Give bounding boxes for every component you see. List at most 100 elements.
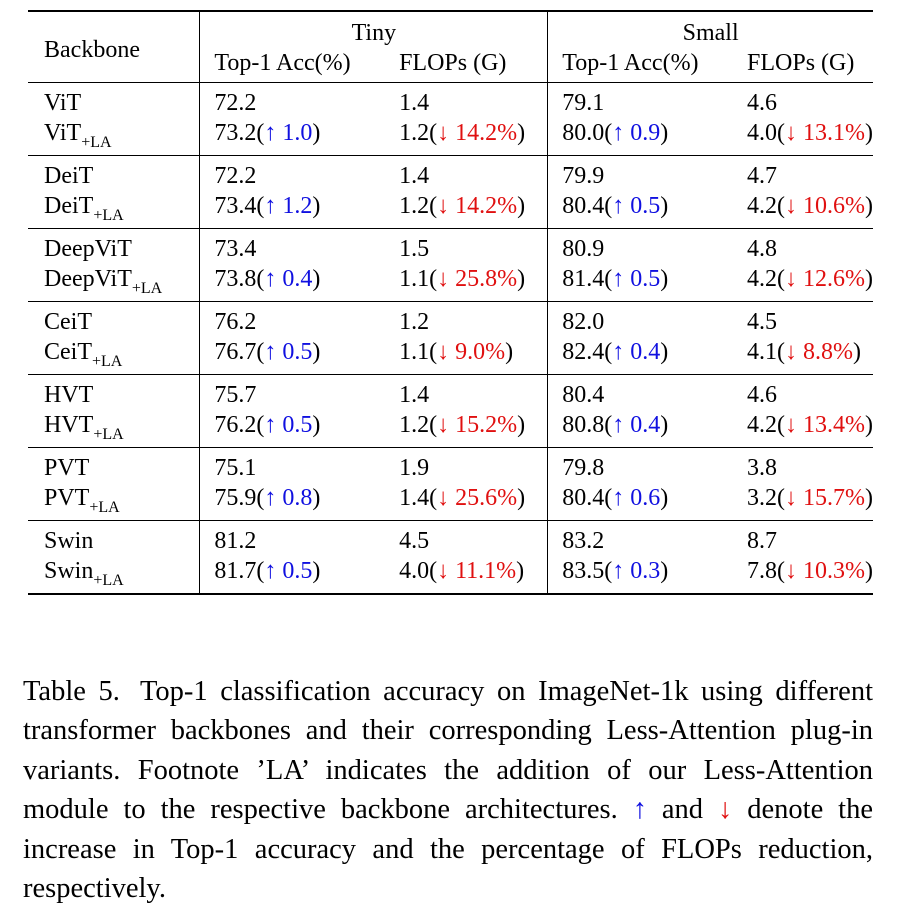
paren-close: ): [517, 120, 526, 146]
paren-close: ): [312, 485, 321, 511]
paren-close: ): [660, 266, 669, 292]
paren-close: ): [312, 120, 321, 146]
table-row-la: CeiT+LA 76.7(↑ 0.5) 1.1(↓ 9.0%) 82.4(↑ 0.4)…: [28, 337, 873, 375]
la-value: 1.2: [399, 412, 430, 438]
cell-tiny-flops: 1.2: [385, 301, 548, 337]
paren-close: ): [865, 266, 873, 292]
backbone-name: DeiT: [28, 155, 200, 191]
cell-la-small-top1: 80.8(↑ 0.4): [547, 410, 733, 448]
table-row-base: DeepViT 73.4 1.5 80.9 4.8: [28, 228, 873, 264]
increase-delta: ↑ 0.4: [612, 339, 661, 365]
la-value: 1.4: [399, 485, 430, 511]
paren-close: ): [660, 485, 669, 511]
reduction-delta: ↓ 13.1%: [785, 120, 865, 146]
reduction-delta: ↓ 11.1%: [437, 558, 517, 584]
backbone-name: Swin: [28, 520, 200, 556]
la-value: 4.2: [747, 412, 777, 438]
la-value: 83.5: [562, 558, 605, 584]
paren-open: (: [604, 193, 613, 219]
la-value: 4.0: [747, 120, 777, 146]
paren-close: ): [865, 193, 873, 219]
la-value: 4.0: [399, 558, 430, 584]
increase-delta: ↑ 0.3: [612, 558, 661, 584]
increase-delta: ↑ 0.9: [612, 120, 661, 146]
paren-open: (: [256, 193, 265, 219]
paren-open: (: [604, 485, 613, 511]
cell-la-small-top1: 82.4(↑ 0.4): [547, 337, 733, 375]
backbone-la-name: ViT+LA: [28, 118, 200, 156]
paren-close: ): [865, 120, 873, 146]
cell-la-tiny-top1: 73.4(↑ 1.2): [199, 191, 386, 229]
increase-delta: ↑ 0.6: [612, 485, 661, 511]
la-value: 3.2: [747, 485, 777, 511]
cell-tiny-flops: 1.4: [385, 374, 548, 410]
increase-delta: ↑ 0.4: [264, 266, 313, 292]
cell-la-small-top1: 80.0(↑ 0.9): [547, 118, 733, 156]
cell-tiny-flops: 1.4: [385, 82, 548, 118]
la-value: 76.2: [214, 412, 257, 438]
table-row-base: PVT 75.1 1.9 79.8 3.8: [28, 447, 873, 483]
cell-la-tiny-top1: 81.7(↑ 0.5): [199, 556, 386, 595]
paren-close: ): [505, 339, 514, 365]
cell-tiny-flops: 1.9: [385, 447, 548, 483]
header-small-flops: FLOPs (G): [747, 50, 855, 76]
table-row-la: ViT+LA 73.2(↑ 1.0) 1.2(↓ 14.2%) 80.0(↑ 0.9)…: [28, 118, 873, 156]
reduction-delta: ↓ 12.6%: [785, 266, 865, 292]
paren-close: ): [865, 558, 873, 584]
paren-close: ): [312, 193, 321, 219]
backbone-name: ViT: [28, 82, 200, 118]
increase-delta: ↑ 1.0: [264, 120, 313, 146]
increase-delta: ↑ 0.5: [264, 412, 313, 438]
caption-text-main: Top-1 classification accuracy on ImageNe…: [23, 675, 873, 826]
results-table-body: Backbone Tiny Small Top-1 Acc(%) FLOPs (…: [28, 10, 873, 595]
la-value: 82.4: [562, 339, 605, 365]
paren-close: ): [517, 412, 526, 438]
cell-small-top1: 79.1: [547, 82, 733, 118]
increase-delta: ↑ 0.5: [264, 339, 313, 365]
cell-tiny-top1: 81.2: [199, 520, 386, 556]
paren-open: (: [604, 339, 613, 365]
cell-la-small-flops: 4.2(↓ 10.6%): [733, 191, 873, 229]
la-value: 75.9: [214, 485, 257, 511]
cell-la-tiny-flops: 4.0(↓ 11.1%): [385, 556, 548, 595]
cell-la-tiny-top1: 73.8(↑ 0.4): [199, 264, 386, 302]
paren-close: ): [312, 339, 321, 365]
caption-label: Table 5.: [23, 675, 120, 707]
reduction-delta: ↓ 25.6%: [437, 485, 518, 511]
reduction-delta: ↓ 25.8%: [437, 266, 518, 292]
backbone-la-name: HVT+LA: [28, 410, 200, 448]
reduction-delta: ↓ 10.6%: [785, 193, 865, 219]
cell-la-small-flops: 4.1(↓ 8.8%): [733, 337, 873, 375]
la-value: 73.2: [214, 120, 257, 146]
reduction-delta: ↓ 15.2%: [437, 412, 518, 438]
paren-open: (: [777, 339, 785, 365]
cell-small-flops: 4.7: [733, 155, 873, 191]
paren-close: ): [312, 266, 321, 292]
paren-open: (: [429, 193, 438, 219]
table-row-la: HVT+LA 76.2(↑ 0.5) 1.2(↓ 15.2%) 80.8(↑ 0.4)…: [28, 410, 873, 448]
backbone-name: HVT: [28, 374, 200, 410]
paren-open: (: [429, 339, 438, 365]
cell-small-flops: 8.7: [733, 520, 873, 556]
table-row-base: Swin 81.2 4.5 83.2 8.7: [28, 520, 873, 556]
table-row-la: PVT+LA 75.9(↑ 0.8) 1.4(↓ 25.6%) 80.4(↑ 0.6)…: [28, 483, 873, 521]
cell-tiny-flops: 4.5: [385, 520, 548, 556]
la-value: 80.4: [562, 485, 605, 511]
cell-small-flops: 4.6: [733, 374, 873, 410]
backbone-la-label: DeiT: [44, 193, 94, 219]
paren-open: (: [256, 558, 265, 584]
increase-delta: ↑ 0.5: [264, 558, 313, 584]
table-row-base: ViT 72.2 1.4 79.1 4.6: [28, 82, 873, 118]
reduction-delta: ↓ 8.8%: [785, 339, 853, 365]
la-subscript: +LA: [81, 134, 112, 151]
paren-close: ): [660, 193, 669, 219]
backbone-la-name: CeiT+LA: [28, 337, 200, 375]
paren-open: (: [429, 266, 438, 292]
la-value: 80.4: [562, 193, 605, 219]
cell-la-tiny-flops: 1.1(↓ 9.0%): [385, 337, 548, 375]
cell-la-tiny-flops: 1.1(↓ 25.8%): [385, 264, 548, 302]
increase-delta: ↑ 1.2: [264, 193, 313, 219]
la-value: 1.1: [399, 339, 430, 365]
header-backbone: Backbone: [28, 10, 200, 83]
paren-close: ): [865, 412, 873, 438]
